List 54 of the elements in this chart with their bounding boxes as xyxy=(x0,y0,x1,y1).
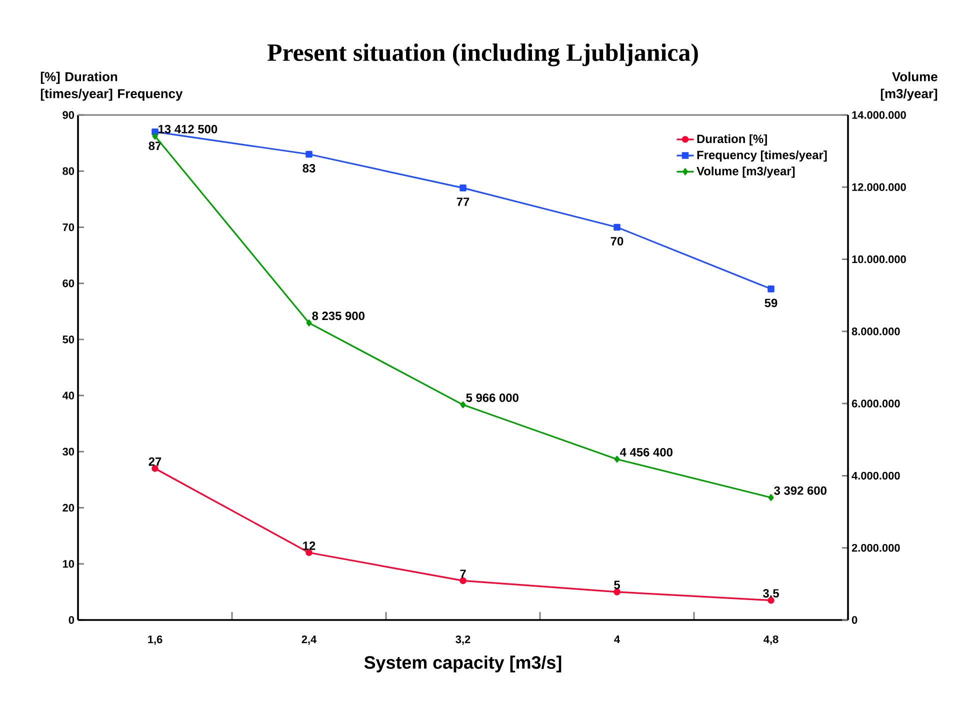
y2-tick-label: 10.000.000 xyxy=(852,255,906,264)
y-tick-label: 20 xyxy=(62,504,74,512)
data-label: 5 xyxy=(614,580,620,590)
y2-tick-label: 8.000.000 xyxy=(852,328,900,336)
y-tick-label: 70 xyxy=(62,223,74,232)
y2-tick-label: 6.000.000 xyxy=(852,400,900,408)
y2-tick-label: 14.000.000 xyxy=(852,111,906,119)
data-label: 12 xyxy=(303,542,316,550)
data-label: 8 235 900 xyxy=(312,312,364,320)
y-tick-label: 40 xyxy=(62,392,74,400)
data-label: 7 xyxy=(460,570,466,578)
y2-tick-label: 2.000.000 xyxy=(852,544,900,552)
chart-title: Present situation (including Ljubljanica) xyxy=(267,44,698,66)
point xyxy=(460,184,466,192)
point xyxy=(460,401,466,408)
x-tick-label: 1,6 xyxy=(148,636,162,645)
point xyxy=(768,494,774,501)
y2-tick-label: 12.000.000 xyxy=(852,183,906,192)
point xyxy=(614,224,620,231)
y-tick-label: 90 xyxy=(62,111,74,119)
y-tick-label: 50 xyxy=(62,336,74,344)
data-label: 87 xyxy=(148,142,162,150)
data-label: 27 xyxy=(148,457,162,466)
data-label: 13 412 500 xyxy=(158,124,218,134)
x-tick-label: 3,2 xyxy=(456,636,470,645)
data-label: 77 xyxy=(456,198,470,206)
y-tick-label: 0 xyxy=(68,616,74,624)
data-label: 3 392 600 xyxy=(774,486,826,495)
data-label: 70 xyxy=(610,236,624,246)
legend-label: Duration [%] xyxy=(697,134,767,146)
x-tick-label: 4,8 xyxy=(764,636,778,645)
y-tick-label: 30 xyxy=(62,448,74,456)
x-tick-label: 2,4 xyxy=(302,636,317,645)
data-label: 4 456 400 xyxy=(620,448,672,456)
y2-axis-title: Volume [m3/year] xyxy=(880,72,938,101)
legend-label: Frequency [times/year] xyxy=(697,150,827,162)
data-label: 59 xyxy=(764,298,778,308)
data-label: 5 966 000 xyxy=(466,394,518,402)
y-axis-title: [%] Duration [times/year] Frequency xyxy=(40,72,183,101)
y-tick-label: 60 xyxy=(62,279,74,288)
point xyxy=(152,132,158,140)
x-tick-label: 4 xyxy=(614,636,620,644)
legend-label: Volume [m3/year] xyxy=(696,166,795,178)
point xyxy=(306,150,312,158)
data-label: 3.5 xyxy=(762,589,779,598)
data-label: 83 xyxy=(302,164,316,173)
y-tick-label: 10 xyxy=(62,560,74,568)
point xyxy=(614,456,620,463)
point xyxy=(306,320,312,326)
point xyxy=(768,286,774,292)
y-tick-label: 80 xyxy=(62,167,74,175)
y2-tick-label: 0 xyxy=(852,616,858,624)
x-axis-title: System capacity [m3/s] xyxy=(364,656,562,672)
y2-tick-label: 4.000.000 xyxy=(852,472,900,480)
